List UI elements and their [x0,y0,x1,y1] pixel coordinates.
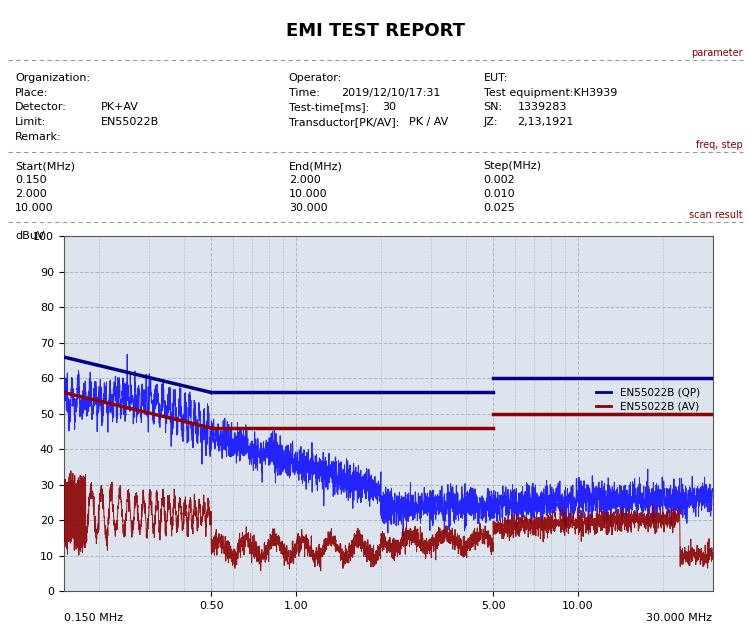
Text: 10.000: 10.000 [15,203,54,213]
Text: Operator:: Operator: [289,73,342,83]
Text: 30.000: 30.000 [289,203,327,213]
Text: 2.000: 2.000 [289,175,320,185]
Text: 0.150: 0.150 [15,175,46,185]
Text: 2.000: 2.000 [15,189,46,199]
Text: 0.010: 0.010 [484,189,515,199]
Text: PK / AV: PK / AV [409,117,448,127]
Text: 2019/12/10/17:31: 2019/12/10/17:31 [341,88,441,98]
Text: End(MHz): End(MHz) [289,161,343,171]
Text: Limit:: Limit: [15,117,46,127]
Text: JZ:: JZ: [484,117,498,127]
Text: Step(MHz): Step(MHz) [484,161,542,171]
Text: 0.025: 0.025 [484,203,515,213]
Text: 0.002: 0.002 [484,175,515,185]
Text: Organization:: Organization: [15,73,90,83]
Text: 30: 30 [382,102,397,112]
Text: scan result: scan result [688,210,742,220]
Text: Start(MHz): Start(MHz) [15,161,75,171]
Text: 0.150 MHz: 0.150 MHz [64,613,123,624]
Text: Place:: Place: [15,88,48,98]
Text: dBuV: dBuV [15,231,44,242]
Text: parameter: parameter [691,47,742,58]
Text: 30.000 MHz: 30.000 MHz [646,613,712,624]
Text: Time:: Time: [289,88,320,98]
Text: 1339283: 1339283 [518,102,567,112]
Text: SN:: SN: [484,102,502,112]
Text: PK+AV: PK+AV [101,102,140,112]
Text: Transductor[PK/AV]:: Transductor[PK/AV]: [289,117,399,127]
Text: freq, step: freq, step [696,139,742,150]
Text: 2,13,1921: 2,13,1921 [518,117,574,127]
Text: EMI TEST REPORT: EMI TEST REPORT [286,22,464,40]
Text: 10.000: 10.000 [289,189,327,199]
Text: EN55022B: EN55022B [101,117,160,127]
Legend: EN55022B (QP), EN55022B (AV): EN55022B (QP), EN55022B (AV) [592,383,704,416]
Text: Remark:: Remark: [15,132,62,142]
Text: Test equipment:KH3939: Test equipment:KH3939 [484,88,617,98]
Text: Test-time[ms]:: Test-time[ms]: [289,102,369,112]
Text: EUT:: EUT: [484,73,508,83]
Text: Detector:: Detector: [15,102,67,112]
